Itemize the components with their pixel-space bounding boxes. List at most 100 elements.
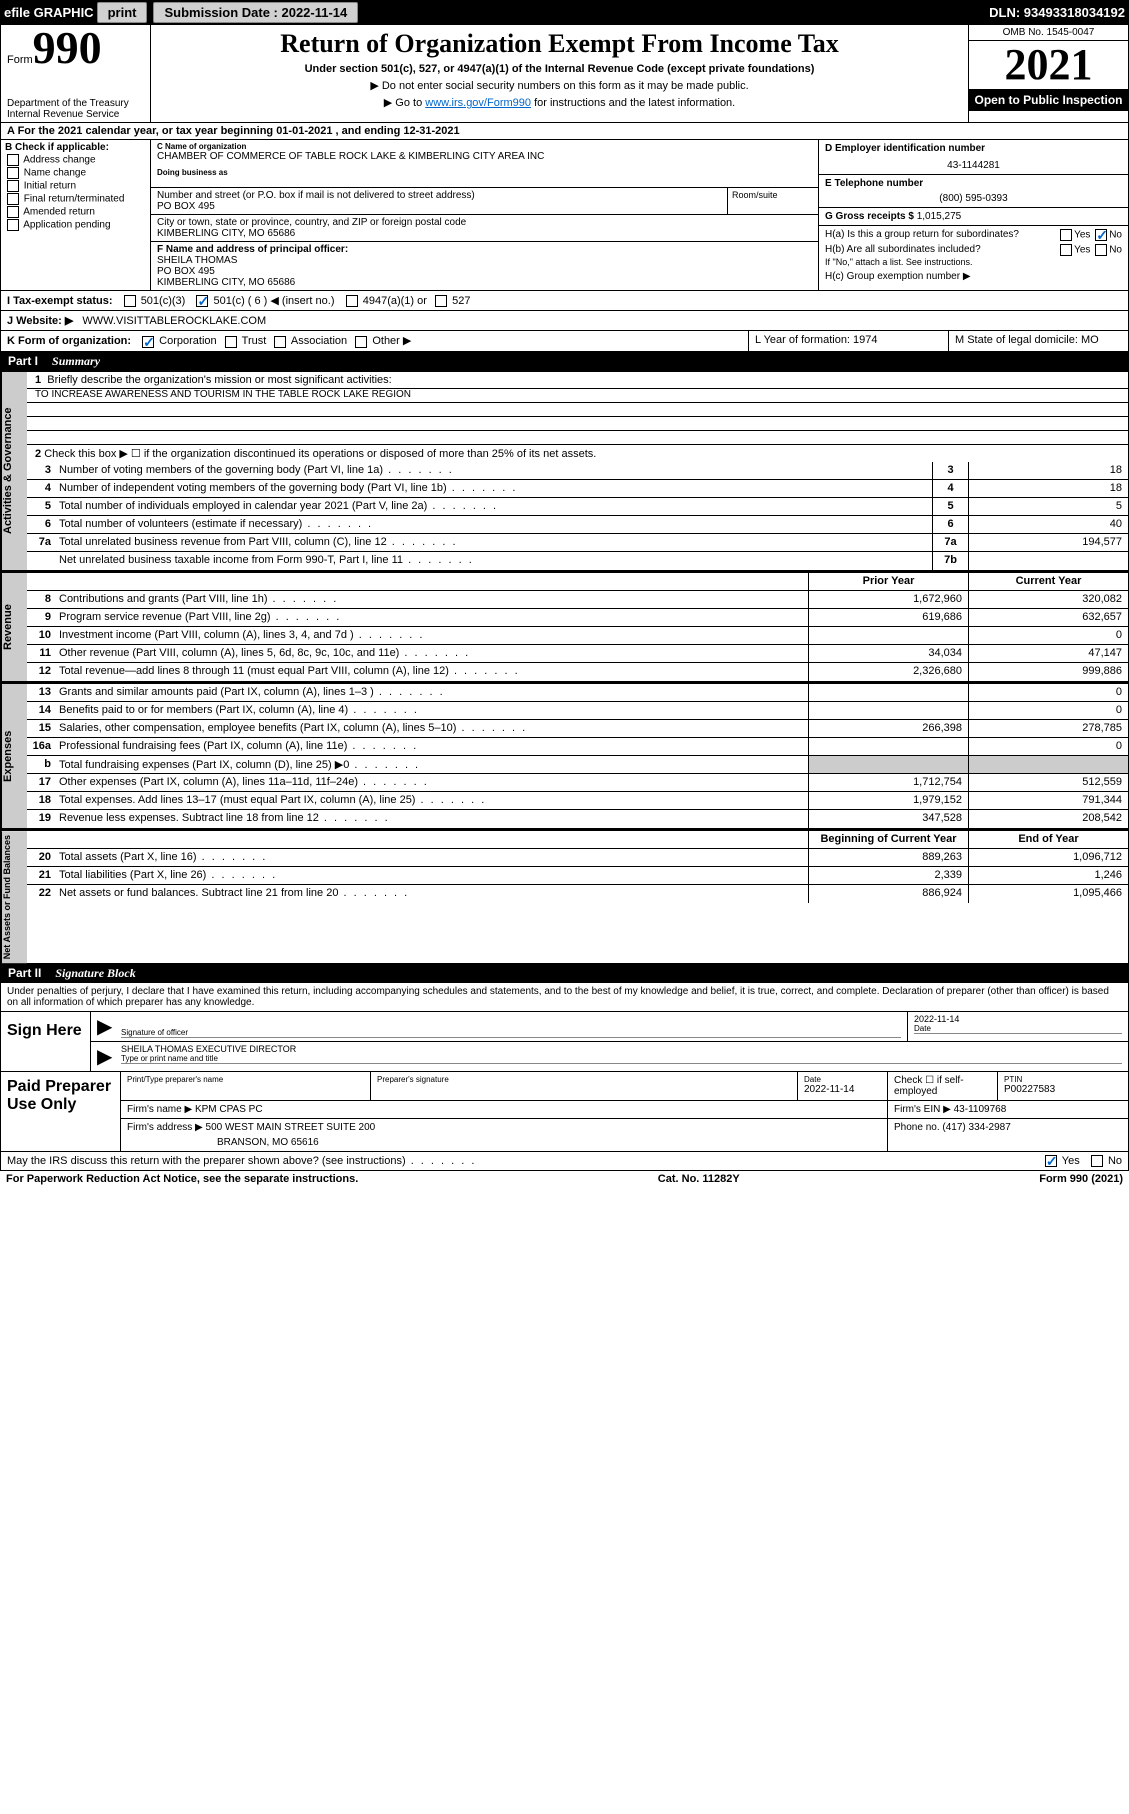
officer-signature-field[interactable]: Signature of officer	[115, 1012, 908, 1041]
summary-row: 8Contributions and grants (Part VIII, li…	[27, 591, 1128, 609]
summary-netassets: Net Assets or Fund Balances Beginning of…	[0, 829, 1129, 964]
summary-row: 9Program service revenue (Part VIII, lin…	[27, 609, 1128, 627]
box-h: H(a) Is this a group return for subordin…	[819, 226, 1128, 290]
box-l-year: L Year of formation: 1974	[748, 331, 948, 350]
row-j-website: J Website: ▶ WWW.VISITTABLEROCKLAKE.COM	[0, 311, 1129, 331]
omb-number: OMB No. 1545-0047	[969, 25, 1128, 41]
chk-527[interactable]	[435, 295, 447, 307]
chk-4947[interactable]	[346, 295, 358, 307]
form-number: 990	[33, 22, 102, 73]
box-f-officer: F Name and address of principal officer:…	[151, 242, 818, 290]
print-button[interactable]: print	[97, 2, 148, 23]
summary-row: bTotal fundraising expenses (Part IX, co…	[27, 756, 1128, 774]
ptin-field: PTIN P00227583	[998, 1072, 1128, 1100]
box-e-phone: E Telephone number (800) 595-0393	[819, 175, 1128, 208]
phone-value: (800) 595-0393	[825, 193, 1122, 204]
dept-label: Department of the Treasury Internal Reve…	[7, 98, 144, 120]
mission-answer: TO INCREASE AWARENESS AND TOURISM IN THE…	[27, 389, 1128, 403]
summary-row: 3Number of voting members of the governi…	[27, 462, 1128, 480]
firm-ein: Firm's EIN ▶ 43-1109768	[888, 1101, 1128, 1118]
chk-address-change[interactable]: Address change	[5, 154, 146, 166]
officer-name: SHEILA THOMAS	[157, 255, 812, 266]
summary-row: 17Other expenses (Part IX, column (A), l…	[27, 774, 1128, 792]
summary-row: 22Net assets or fund balances. Subtract …	[27, 885, 1128, 903]
summary-row: 18Total expenses. Add lines 13–17 (must …	[27, 792, 1128, 810]
tax-year: 2021	[969, 41, 1128, 89]
form-subtitle: Under section 501(c), 527, or 4947(a)(1)…	[161, 63, 958, 75]
officer-name-field: SHEILA THOMAS EXECUTIVE DIRECTOR Type or…	[115, 1042, 1128, 1071]
org-name: CHAMBER OF COMMERCE OF TABLE ROCK LAKE &…	[157, 151, 812, 162]
form-header: Form990 Department of the Treasury Inter…	[0, 25, 1129, 123]
summary-row: 6Total number of volunteers (estimate if…	[27, 516, 1128, 534]
ha-no[interactable]	[1095, 229, 1107, 241]
note-link: ▶ Go to www.irs.gov/Form990 for instruct…	[161, 96, 958, 109]
chk-501c3[interactable]	[124, 295, 136, 307]
chk-name-change[interactable]: Name change	[5, 167, 146, 179]
dln-label: DLN: 93493318034192	[989, 5, 1125, 20]
discuss-yes[interactable]	[1045, 1155, 1057, 1167]
vlabel-revenue: Revenue	[1, 573, 27, 681]
box-c-name: C Name of organization CHAMBER OF COMMER…	[151, 140, 818, 188]
box-address: Number and street (or P.O. box if mail i…	[151, 188, 728, 215]
firm-address: Firm's address ▶ 500 WEST MAIN STREET SU…	[121, 1119, 888, 1151]
vlabel-netassets: Net Assets or Fund Balances	[1, 831, 27, 963]
form-title: Return of Organization Exempt From Incom…	[161, 29, 958, 59]
hb-no[interactable]	[1095, 244, 1107, 256]
cat-number: Cat. No. 11282Y	[658, 1173, 740, 1185]
chk-application-pending[interactable]: Application pending	[5, 219, 146, 231]
summary-expenses: Expenses 13Grants and similar amounts pa…	[0, 682, 1129, 829]
summary-row: 20Total assets (Part X, line 16)889,2631…	[27, 849, 1128, 867]
box-g-gross: G Gross receipts $ 1,015,275	[819, 208, 1128, 226]
summary-revenue: Revenue b Prior Year Current Year 8Contr…	[0, 571, 1129, 682]
chk-other[interactable]	[355, 336, 367, 348]
sign-here-block: Sign Here ▶ Signature of officer 2022-11…	[0, 1012, 1129, 1072]
summary-row: 10Investment income (Part VIII, column (…	[27, 627, 1128, 645]
box-m-state: M State of legal domicile: MO	[948, 331, 1128, 350]
box-city: City or town, state or province, country…	[151, 215, 818, 242]
discuss-no[interactable]	[1091, 1155, 1103, 1167]
chk-corp[interactable]	[142, 336, 154, 348]
self-employed-check[interactable]: Check ☐ if self-employed	[888, 1072, 998, 1100]
page-footer: For Paperwork Reduction Act Notice, see …	[0, 1171, 1129, 1187]
preparer-signature-field[interactable]: Preparer's signature	[371, 1072, 798, 1100]
chk-amended-return[interactable]: Amended return	[5, 206, 146, 218]
chk-501c[interactable]	[196, 295, 208, 307]
line2-text: Check this box ▶ ☐ if the organization d…	[44, 448, 596, 460]
open-public-badge: Open to Public Inspection	[969, 89, 1128, 111]
row-i-tax-status: I Tax-exempt status: 501(c)(3) 501(c) ( …	[0, 291, 1129, 311]
firm-name: Firm's name ▶ KPM CPAS PC	[121, 1101, 888, 1118]
summary-row: 7aTotal unrelated business revenue from …	[27, 534, 1128, 552]
summary-row: 16aProfessional fundraising fees (Part I…	[27, 738, 1128, 756]
gross-receipts-value: 1,015,275	[917, 211, 962, 222]
summary-row: 21Total liabilities (Part X, line 26)2,3…	[27, 867, 1128, 885]
summary-governance: Activities & Governance 1 Briefly descri…	[0, 371, 1129, 571]
chk-trust[interactable]	[225, 336, 237, 348]
submission-date-button[interactable]: Submission Date : 2022-11-14	[153, 2, 358, 23]
chk-final-return[interactable]: Final return/terminated	[5, 193, 146, 205]
preparer-name-field[interactable]: Print/Type preparer's name	[121, 1072, 371, 1100]
discuss-row: May the IRS discuss this return with the…	[0, 1152, 1129, 1171]
box-room: Room/suite	[728, 188, 818, 215]
sign-date-field: 2022-11-14 Date	[908, 1012, 1128, 1041]
hb-yes[interactable]	[1060, 244, 1072, 256]
ha-yes[interactable]	[1060, 229, 1072, 241]
vlabel-expenses: Expenses	[1, 684, 27, 828]
ein-value: 43-1144281	[825, 160, 1122, 171]
summary-row: 11Other revenue (Part VIII, column (A), …	[27, 645, 1128, 663]
part2-header: Part II Signature Block	[0, 964, 1129, 983]
na-header: Beginning of Current Year End of Year	[27, 831, 1128, 849]
summary-row: 14Benefits paid to or for members (Part …	[27, 702, 1128, 720]
summary-row: 13Grants and similar amounts paid (Part …	[27, 684, 1128, 702]
paid-preparer-block: Paid Preparer Use Only Print/Type prepar…	[0, 1072, 1129, 1152]
irs-link[interactable]: www.irs.gov/Form990	[425, 97, 531, 109]
top-bar: efile GRAPHIC print Submission Date : 20…	[0, 0, 1129, 25]
py-cy-header: b Prior Year Current Year	[27, 573, 1128, 591]
hc-group-exemption: H(c) Group exemption number ▶	[825, 271, 1122, 282]
note-ssn: ▶ Do not enter social security numbers o…	[161, 79, 958, 92]
chk-assoc[interactable]	[274, 336, 286, 348]
chk-initial-return[interactable]: Initial return	[5, 180, 146, 192]
box-b-label: B Check if applicable:	[5, 142, 146, 153]
summary-row: 19Revenue less expenses. Subtract line 1…	[27, 810, 1128, 828]
website-value: WWW.VISITTABLEROCKLAKE.COM	[82, 315, 266, 327]
section-a-period: A For the 2021 calendar year, or tax yea…	[0, 123, 1129, 140]
